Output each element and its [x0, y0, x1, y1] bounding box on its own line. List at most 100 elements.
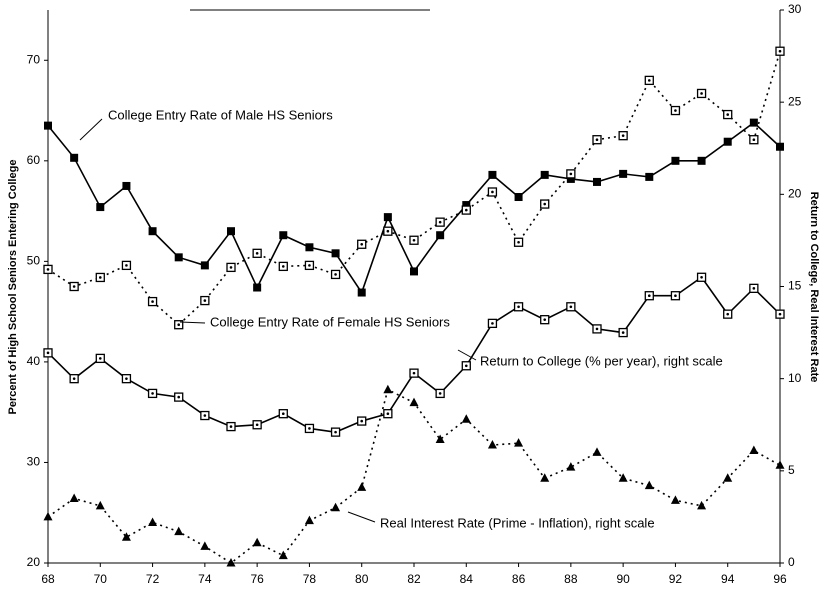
data-point — [331, 502, 341, 512]
x-tick-label: 96 — [773, 572, 787, 586]
data-point — [462, 201, 471, 210]
marker — [461, 414, 471, 423]
data-point — [44, 121, 52, 130]
marker-dot — [438, 392, 442, 395]
marker-dot — [177, 323, 181, 327]
marker-dot — [595, 138, 599, 142]
data-point — [122, 181, 131, 190]
data-point — [357, 482, 367, 491]
data-point — [200, 410, 210, 421]
y-axis-title: Percent of High School Seniors Entering … — [7, 160, 19, 415]
data-point — [592, 324, 602, 334]
marker — [69, 493, 79, 502]
data-point — [461, 361, 471, 371]
y2-tick-label: 15 — [788, 279, 802, 293]
marker — [331, 502, 341, 512]
data-point — [278, 550, 288, 560]
data-point — [95, 500, 105, 510]
marker — [174, 253, 183, 262]
x-tick-label: 72 — [146, 572, 160, 586]
data-point — [644, 291, 654, 301]
data-point — [436, 231, 445, 240]
series-annotation: College Entry Rate of Male HS Seniors — [108, 107, 333, 122]
marker-dot — [464, 208, 468, 212]
marker — [383, 213, 392, 222]
data-point — [278, 409, 288, 419]
y2-tick-label: 5 — [788, 463, 795, 477]
marker — [43, 511, 53, 521]
data-point — [200, 261, 209, 270]
marker-dot — [203, 414, 207, 417]
data-point — [409, 368, 419, 378]
marker-dot — [412, 238, 416, 242]
marker — [200, 261, 209, 270]
data-point — [487, 440, 497, 449]
data-point — [410, 267, 418, 276]
marker — [670, 495, 680, 504]
marker — [148, 517, 158, 526]
data-point — [252, 420, 262, 430]
data-point — [278, 261, 288, 272]
annotation-leader — [79, 118, 103, 141]
y-tick-label: 40 — [27, 354, 41, 368]
x-tick-label: 88 — [564, 572, 578, 586]
marker — [435, 434, 445, 443]
marker-dot — [543, 202, 547, 206]
data-point — [279, 231, 288, 240]
data-point — [618, 473, 628, 482]
data-point — [252, 248, 262, 258]
data-point — [148, 227, 157, 236]
data-point — [226, 558, 236, 567]
marker-dot — [46, 351, 50, 355]
marker — [383, 384, 393, 394]
marker-dot — [595, 327, 599, 331]
data-point — [461, 205, 471, 215]
data-point — [592, 135, 602, 145]
marker — [644, 480, 654, 490]
data-point — [645, 172, 654, 181]
marker — [749, 118, 758, 127]
y-tick-label: 70 — [27, 52, 41, 66]
y-tick-label: 50 — [27, 254, 41, 268]
marker-dot — [98, 357, 102, 360]
data-point — [95, 272, 105, 283]
data-point — [174, 253, 183, 262]
marker-dot — [726, 113, 730, 116]
marker — [331, 249, 340, 258]
marker-dot — [674, 109, 677, 112]
marker-dot — [229, 266, 233, 269]
marker-dot — [778, 312, 782, 316]
y2-axis-title: Return to College, Real Interest Rate — [808, 192, 820, 383]
marker — [540, 170, 549, 179]
data-point — [121, 260, 132, 271]
data-point — [69, 374, 79, 384]
marker — [697, 500, 707, 510]
marker — [409, 397, 419, 407]
data-point — [383, 384, 393, 394]
marker — [410, 267, 418, 276]
x-tick-label: 94 — [721, 572, 735, 586]
data-point — [670, 495, 680, 504]
data-point — [330, 269, 341, 280]
marker — [279, 231, 288, 240]
marker-dot — [281, 412, 285, 415]
marker-dot — [281, 265, 285, 268]
marker — [566, 462, 576, 471]
marker — [200, 541, 210, 550]
marker-dot — [334, 273, 337, 276]
marker — [514, 438, 524, 447]
data-point — [696, 272, 707, 282]
marker — [645, 172, 654, 181]
marker — [278, 550, 288, 560]
marker — [121, 532, 131, 541]
marker-dot — [177, 395, 181, 399]
data-point — [514, 193, 523, 202]
data-point — [383, 409, 393, 419]
series-line — [47, 121, 781, 295]
marker-dot — [621, 331, 625, 334]
x-tick-label: 68 — [41, 572, 55, 586]
marker — [95, 500, 105, 510]
data-point — [227, 227, 235, 236]
marker-dot — [46, 268, 50, 271]
marker-dot — [647, 79, 651, 82]
